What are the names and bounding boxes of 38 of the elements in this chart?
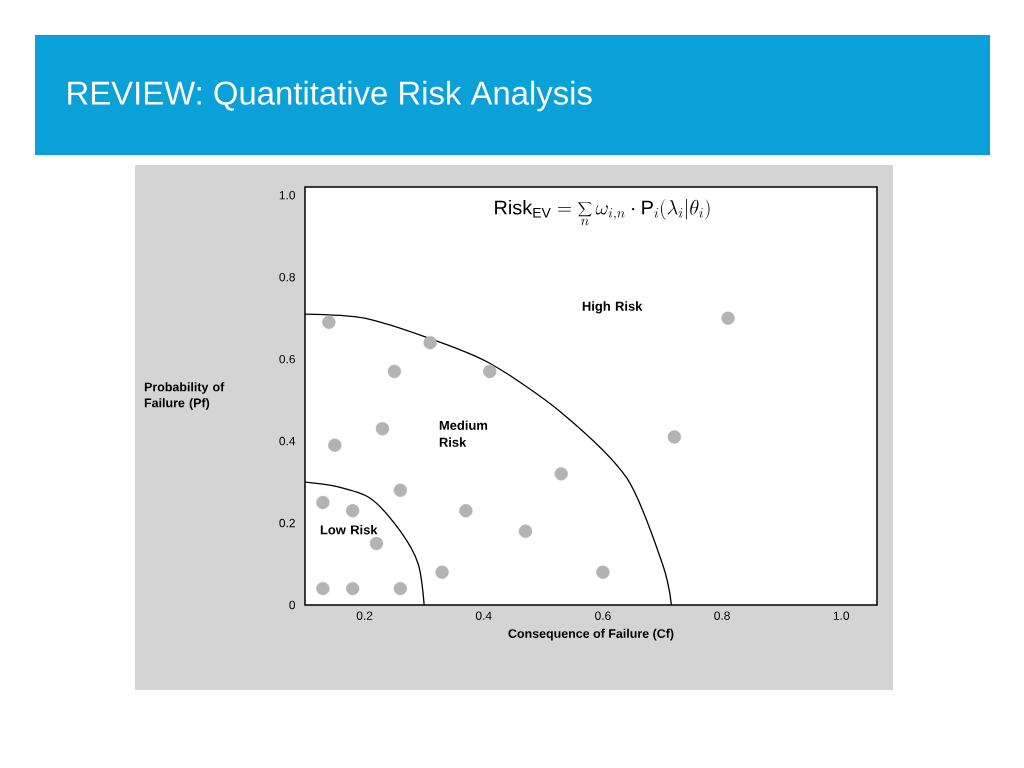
point (345, 504, 360, 518)
point (393, 581, 408, 596)
chart-title: REVIEW: Quantitative Risk Analysis (68, 80, 592, 112)
point (369, 536, 384, 551)
point (316, 495, 330, 510)
y-axis-title: Probability of Failure (Pf) (144, 382, 225, 410)
y-tick-label: 0.8 (279, 272, 295, 282)
y-tick-label: 1.0 (279, 190, 296, 200)
annotation: High Risk (582, 301, 643, 314)
x-tick-label: 0.4 (475, 611, 492, 620)
x-tick-label: 0.2 (356, 611, 373, 620)
point (667, 430, 682, 444)
annotation: Medium Risk (439, 420, 488, 447)
x-tick-label: 0.6 (595, 611, 611, 620)
x-tick-label: 1.0 (833, 611, 850, 620)
y-tick-label: 0.6 (279, 354, 295, 364)
point (316, 581, 330, 596)
point (518, 524, 533, 538)
point (328, 438, 342, 452)
annotation: $\mathrm{Risk}_{\mathrm{EV}} = \sum_{n} \omega_{i,n} \cdot \mathrm{P}_{i}(\lambda_{i}|\theta_{i})$ (495, 198, 710, 226)
point (423, 336, 437, 350)
x-axis-title: Consequence of Failure (Cf) (508, 628, 674, 641)
y-tick-label: 0 (289, 600, 296, 610)
point (721, 311, 735, 325)
y-tick-label: 0.2 (279, 518, 295, 528)
point (435, 565, 449, 579)
y-tick-label: 0.4 (279, 436, 296, 446)
point (387, 364, 402, 379)
point (554, 467, 568, 481)
point (459, 504, 473, 518)
annotation: Low Risk (320, 524, 378, 535)
point (483, 364, 497, 379)
point (596, 565, 610, 579)
point (322, 315, 336, 329)
x-tick-label: 0.8 (714, 611, 730, 620)
point (393, 483, 408, 497)
point (375, 422, 390, 436)
point (345, 581, 360, 596)
